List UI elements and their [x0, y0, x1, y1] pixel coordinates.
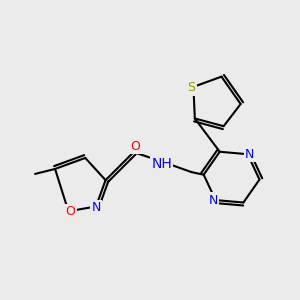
Text: N: N	[91, 201, 101, 214]
Text: N: N	[209, 194, 218, 207]
Text: O: O	[65, 205, 75, 218]
Text: S: S	[188, 81, 195, 94]
Text: N: N	[245, 148, 254, 161]
Text: NH: NH	[151, 157, 172, 171]
Text: O: O	[130, 140, 140, 153]
